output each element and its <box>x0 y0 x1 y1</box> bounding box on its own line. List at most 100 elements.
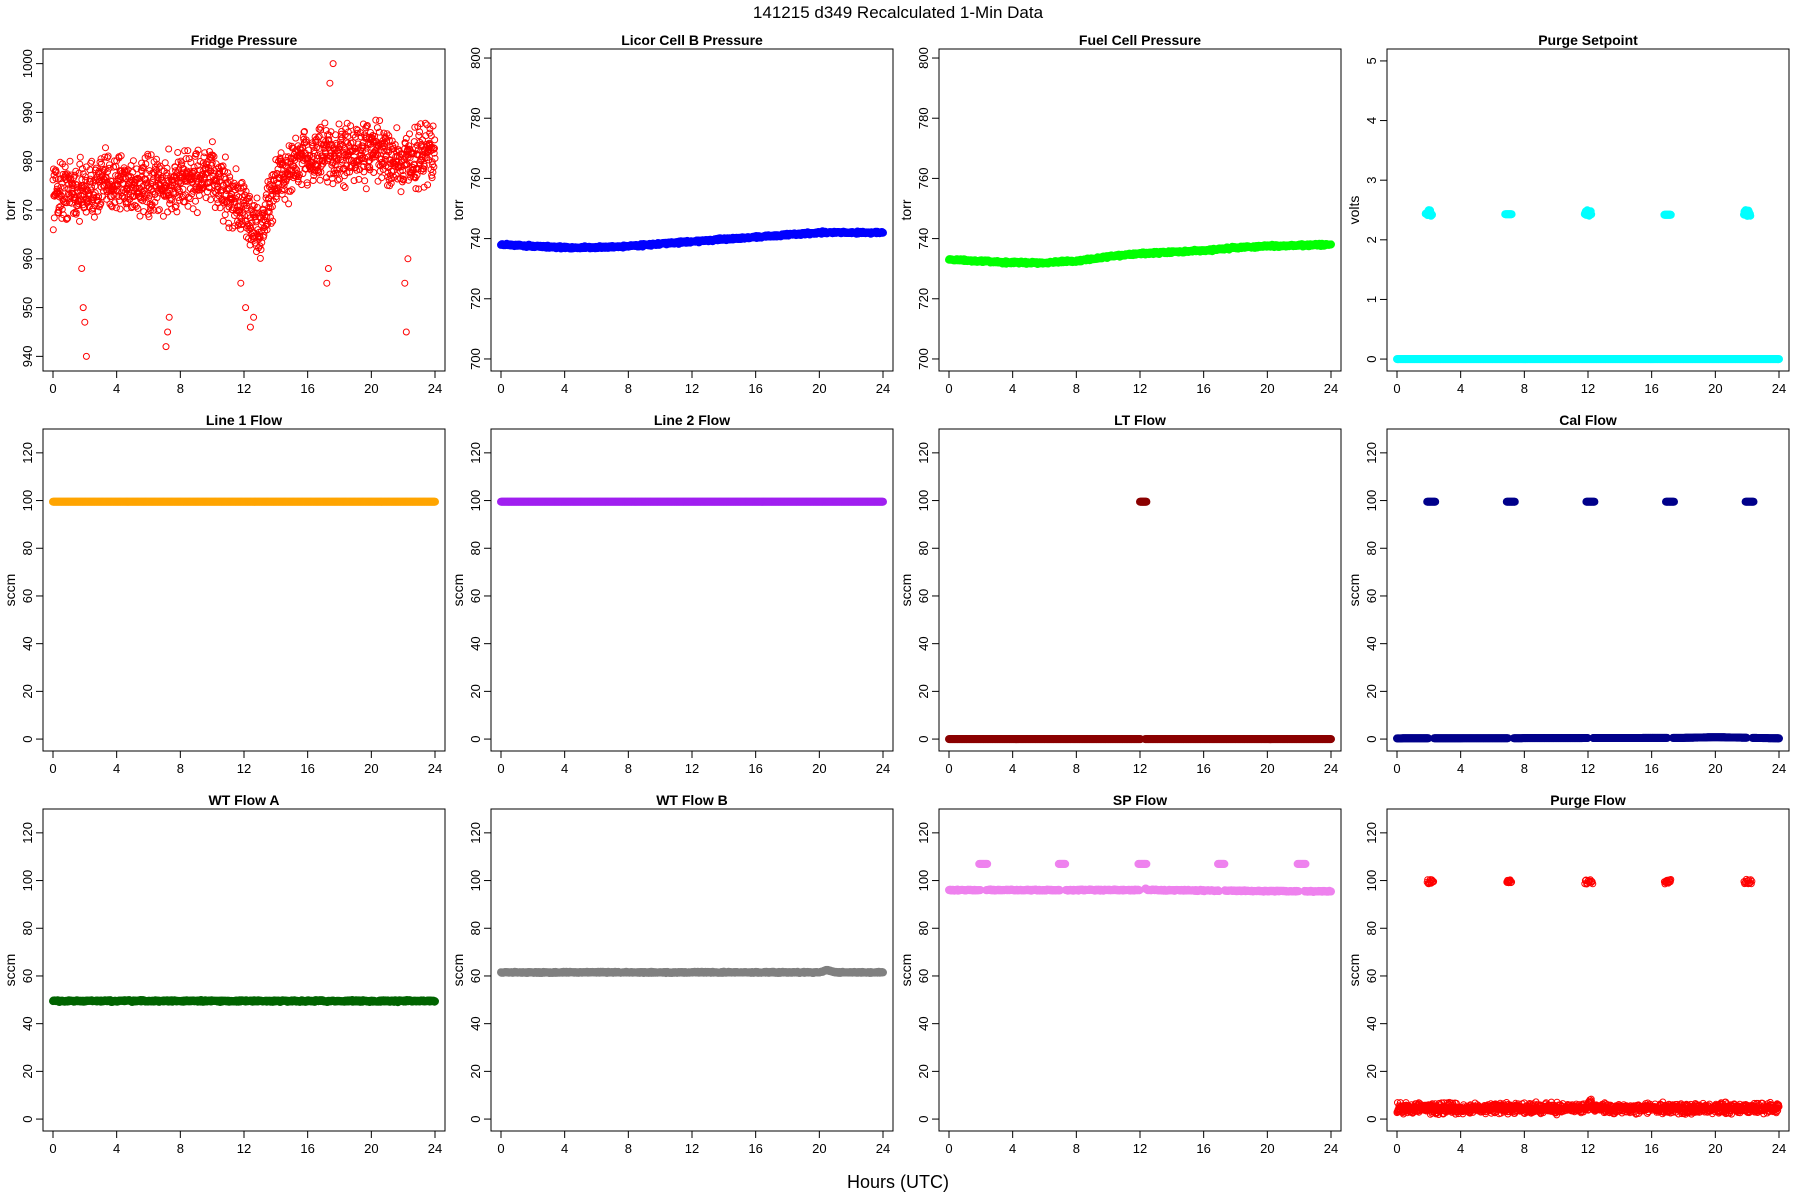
data-point <box>213 195 221 203</box>
x-tick-label: 16 <box>300 761 314 776</box>
data-point <box>112 204 120 212</box>
data-point <box>245 197 253 205</box>
data-point <box>145 213 153 221</box>
data-point <box>322 127 330 134</box>
data-point <box>362 185 370 193</box>
data-point <box>61 163 69 171</box>
data-point <box>158 177 165 184</box>
data-point-outlier <box>326 79 334 87</box>
y-axis-label: torr <box>2 199 18 220</box>
data-point <box>201 149 209 157</box>
y-tick-label: 0 <box>1364 355 1379 362</box>
data-point <box>189 205 197 213</box>
data-point <box>309 177 317 184</box>
x-tick-label: 4 <box>561 381 568 396</box>
data-point <box>144 152 152 160</box>
data-point <box>60 184 68 192</box>
data-point <box>344 128 352 136</box>
data-point <box>253 248 260 256</box>
data-point-outlier <box>242 304 250 312</box>
data-point <box>104 168 112 175</box>
data-point <box>129 157 137 165</box>
data-point <box>116 205 124 213</box>
y-tick-label: 20 <box>20 684 35 698</box>
data-point <box>174 185 182 193</box>
data-point <box>256 254 264 262</box>
data-point <box>170 182 178 190</box>
data-point <box>138 167 146 175</box>
y-tick-label: 5 <box>1364 57 1379 64</box>
data-point <box>350 177 358 185</box>
y-tick-label: 700 <box>468 348 483 370</box>
data-point <box>264 207 272 215</box>
y-tick-label: 980 <box>20 150 35 172</box>
data-point <box>340 151 348 159</box>
data-point <box>49 226 57 234</box>
plot-frame <box>42 428 446 752</box>
data-point <box>55 206 63 214</box>
data-point <box>215 178 223 186</box>
data-point <box>209 151 217 159</box>
data-point <box>334 149 342 157</box>
data-point <box>165 145 173 153</box>
panel-title: Line 2 Flow <box>654 412 730 428</box>
data-point <box>76 160 84 168</box>
data-point <box>286 187 294 195</box>
data-point <box>357 129 364 137</box>
data-point <box>387 179 395 187</box>
data-point <box>301 128 308 135</box>
data-point <box>276 161 284 169</box>
data-point <box>370 169 378 176</box>
data-point <box>1775 355 1784 364</box>
data-point <box>338 158 346 166</box>
data-point <box>228 191 236 199</box>
x-tick-label: 24 <box>1324 381 1338 396</box>
data-point <box>59 211 67 219</box>
data-point <box>64 214 72 222</box>
y-tick-label: 1000 <box>20 49 35 78</box>
data-point <box>267 176 275 184</box>
data-point-outlier <box>78 265 86 272</box>
data-point <box>193 209 201 217</box>
plot-frame <box>938 48 1342 372</box>
data-point <box>71 171 79 179</box>
data-point <box>99 166 107 173</box>
data-point <box>430 163 438 171</box>
data-point <box>78 165 86 173</box>
x-tick-label: 0 <box>945 381 952 396</box>
y-tick-label: 700 <box>916 348 931 370</box>
data-point <box>235 193 243 201</box>
x-tick-label: 20 <box>1708 381 1722 396</box>
data-point <box>97 200 105 208</box>
data-point <box>314 152 321 159</box>
y-tick-label: 4 <box>1364 117 1379 124</box>
data-point <box>428 174 436 182</box>
data-point <box>341 184 349 191</box>
data-point <box>156 162 164 170</box>
data-point-outlier <box>82 352 90 360</box>
data-point <box>233 183 241 191</box>
data-point <box>374 177 382 185</box>
data-point <box>299 144 307 151</box>
data-point <box>173 208 181 216</box>
data-point <box>266 181 274 188</box>
data-point-outlier <box>323 279 331 287</box>
plot-frame <box>490 48 894 372</box>
data-point <box>58 205 66 213</box>
data-point <box>52 168 60 176</box>
data-point <box>879 228 888 237</box>
data-point <box>232 165 240 173</box>
x-tick-label: 12 <box>237 381 251 396</box>
data-point <box>181 147 189 155</box>
data-point <box>334 176 342 184</box>
data-point <box>63 199 71 207</box>
y-tick-label: 780 <box>916 107 931 129</box>
data-point <box>194 146 202 154</box>
data-point <box>429 122 437 130</box>
x-tick-label: 12 <box>685 381 699 396</box>
data-point <box>76 217 83 225</box>
data-markers <box>49 497 439 506</box>
data-point <box>192 150 200 158</box>
